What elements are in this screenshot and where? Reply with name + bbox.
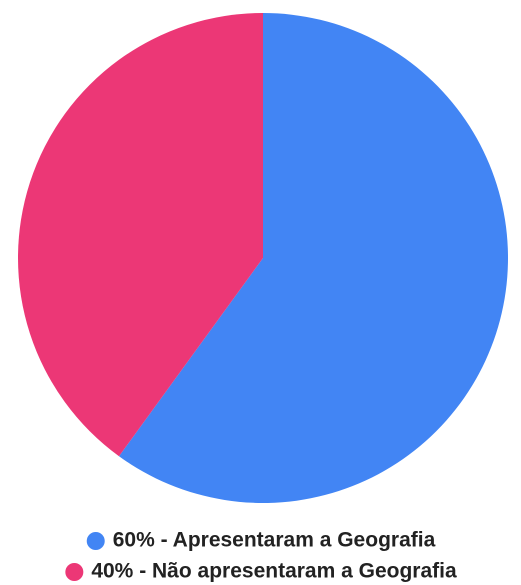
legend-label: 60% - Apresentaram a Geografia: [113, 529, 436, 552]
pie-slice: [118, 13, 509, 504]
legend-marker: [65, 563, 84, 581]
legend-marker: [86, 532, 105, 550]
pie-slice: [18, 13, 263, 457]
legend-label: 40% - Não apresentaram a Geografia: [91, 560, 457, 583]
